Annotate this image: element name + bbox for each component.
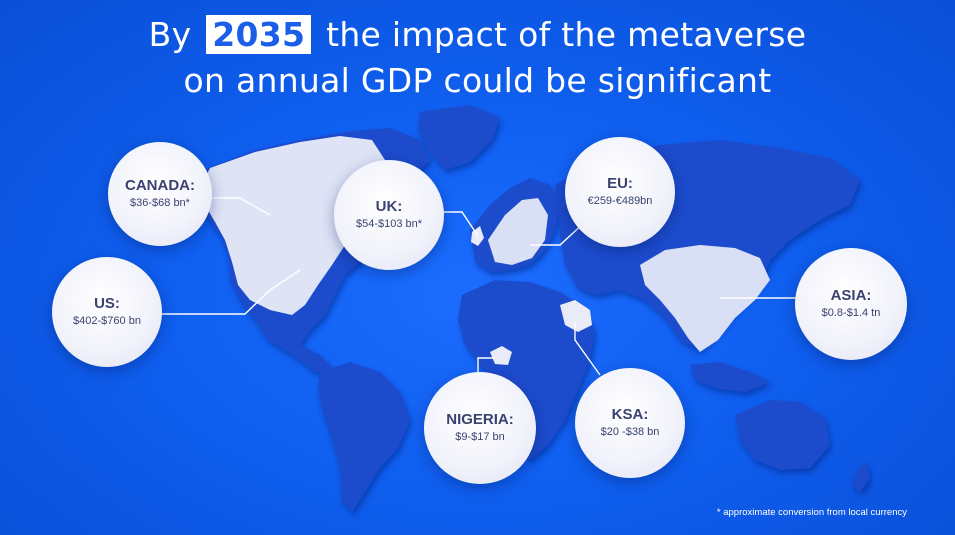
nigeria-value: $9-$17 bn [455,431,505,443]
new-zealand-landmass [852,462,870,492]
canada-name: CANADA: [125,177,195,194]
headline-prefix: By [148,15,192,54]
usa-canada-highlight [200,136,385,315]
canada-value: $36-$68 bn* [130,197,190,209]
uk-name: UK: [375,198,403,215]
us-name: US: [94,295,120,312]
ksa-highlight [560,300,592,332]
us-value: $402-$760 bn [73,315,141,327]
asia-value: $0.8-$1.4 tn [821,307,881,319]
uk-value: $54-$103 bn* [355,218,423,230]
eu-bubble: EU: €259-€489bn [565,137,675,247]
footnote: * approximate conversion from local curr… [716,507,907,518]
africa-landmass [458,280,595,460]
eu-name: EU: [607,175,633,192]
south-america-landmass [318,362,410,512]
us-bubble: US: $402-$760 bn [52,257,162,367]
connector-lines [160,197,797,376]
asia-highlight [640,245,770,352]
eu-highlight [488,198,548,265]
ksa-value: $20 -$38 bn [600,426,660,438]
greenland-landmass [418,105,500,170]
headline-line-1: By 2035 the impact of the metaverse [0,12,955,58]
connector-ksa [574,322,601,376]
asia-bubble: ASIA: $0.8-$1.4 tn [795,248,907,360]
headline-rest: the impact of the metaverse [326,15,807,54]
headline-year-badge: 2035 [206,15,312,54]
connector-canada [205,197,271,216]
connector-nigeria [477,357,495,375]
nigeria-name: NIGERIA: [446,411,514,428]
headline-line-2: on annual GDP could be significant [183,61,772,100]
connector-uk [442,211,479,237]
connector-us [160,269,301,315]
ksa-bubble: KSA: $20 -$38 bn [575,368,685,478]
asia-name: ASIA: [830,287,872,304]
nigeria-bubble: NIGERIA: $9-$17 bn [424,372,536,484]
nigeria-highlight [490,346,512,365]
canada-bubble: CANADA: $36-$68 bn* [108,142,212,246]
connector-eu [530,221,586,246]
uk-bubble: UK: $54-$103 bn* [334,160,444,270]
ksa-name: KSA: [611,406,649,423]
indonesia-landmass [690,362,770,392]
eu-value: €259-€489bn [587,195,653,207]
australia-landmass [735,400,830,470]
